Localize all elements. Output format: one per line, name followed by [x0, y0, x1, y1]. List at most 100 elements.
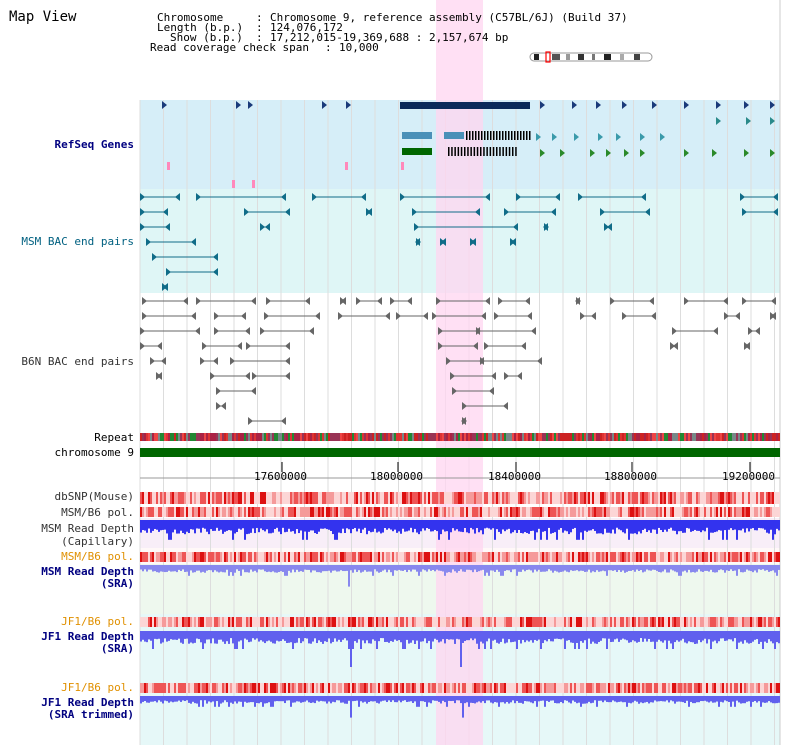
exon [478, 131, 480, 140]
depth-bar [746, 696, 748, 702]
depth-bar [256, 696, 258, 704]
pol-cell [714, 507, 716, 517]
track-label-refseq[interactable]: RefSeq Genes [54, 138, 134, 151]
depth-bar [398, 520, 400, 532]
repeat-seg [364, 433, 366, 441]
depth-bar [364, 520, 366, 528]
track-label-msm-read-depth-sra[interactable]: MSM Read Depth [41, 565, 134, 578]
pol-cell [672, 507, 674, 517]
depth-bar [250, 696, 252, 703]
b6n-bac-features[interactable] [140, 297, 776, 425]
track-label-repeat[interactable]: Repeat [94, 431, 134, 444]
pol-cell [720, 617, 722, 627]
track-label-jf1-read-depth[interactable]: JF1 Read Depth [41, 630, 134, 643]
chromosome-ideogram[interactable] [529, 51, 653, 63]
pol-cell [448, 552, 450, 562]
depth-bar [518, 631, 520, 640]
track-label-jf1-read-depth-trimmed-sub: (SRA trimmed) [47, 708, 134, 721]
pol-cell [528, 492, 530, 504]
repeat-track[interactable] [140, 433, 780, 441]
depth-bar [412, 520, 414, 533]
depth-bar [394, 520, 396, 530]
chromosome-bar[interactable] [140, 448, 780, 457]
refseq-gene-features[interactable] [162, 101, 775, 188]
track-label-msm-b6-pol-sra[interactable]: MSM/B6 pol. [61, 550, 134, 563]
pol-cell [366, 617, 368, 627]
pol-cell [474, 507, 476, 517]
depth-bar [474, 520, 476, 534]
pol-cell [308, 507, 310, 517]
depth-bar [178, 696, 180, 701]
pol-cell [172, 507, 174, 517]
gene-arrow [652, 101, 657, 109]
depth-bar [562, 631, 564, 639]
pol-cell [596, 507, 598, 517]
pol-cell [636, 507, 638, 517]
depth-bar [326, 520, 328, 530]
pol-cell [684, 552, 686, 562]
pol-cell [674, 507, 676, 517]
pol-cell [224, 552, 226, 562]
depth-bar [514, 520, 516, 531]
track-label-msm-b6-pol[interactable]: MSM/B6 pol. [61, 506, 134, 519]
depth-bar [406, 520, 408, 532]
depth-bar [572, 520, 574, 529]
polymorphism-heat-tracks[interactable] [140, 492, 780, 693]
pol-cell [716, 552, 718, 562]
msm-bac-features[interactable] [140, 193, 778, 291]
repeat-seg [530, 433, 532, 441]
pol-cell [480, 492, 482, 504]
depth-bar [592, 520, 594, 530]
pol-cell [504, 617, 506, 627]
repeat-seg [524, 433, 526, 441]
repeat-seg [160, 433, 162, 441]
track-label-jf1-read-depth-trimmed[interactable]: JF1 Read Depth [41, 696, 134, 709]
track-label-chromosome[interactable]: chromosome 9 [54, 446, 134, 459]
track-label-jf1-b6-pol-2[interactable]: JF1/B6 pol. [61, 681, 134, 694]
repeat-seg [746, 433, 748, 441]
depth-bar [178, 520, 180, 534]
repeat-seg [730, 433, 732, 441]
pol-cell [482, 552, 484, 562]
depth-bar [234, 520, 236, 534]
track-label-b6n-bac[interactable]: B6N BAC end pairs [21, 355, 134, 368]
depth-bar [304, 631, 306, 639]
pol-cell [664, 683, 666, 693]
pol-cell [250, 617, 252, 627]
depth-bar [206, 696, 208, 704]
pol-cell [476, 492, 478, 504]
depth-bar [756, 520, 758, 531]
pol-cell [456, 683, 458, 693]
pol-cell [678, 617, 680, 627]
repeat-seg [360, 433, 362, 441]
exon [529, 131, 531, 140]
track-label-msm-bac[interactable]: MSM BAC end pairs [21, 235, 134, 248]
depth-bar [764, 520, 766, 530]
read-depth-tracks[interactable] [140, 520, 780, 718]
pol-cell [486, 683, 488, 693]
depth-bar [702, 696, 704, 702]
pol-cell [562, 617, 564, 627]
pol-cell [286, 683, 288, 693]
repeat-seg [422, 433, 424, 441]
pol-cell [282, 492, 284, 504]
pol-cell [412, 617, 414, 627]
depth-bar [564, 631, 566, 649]
pol-cell [590, 683, 592, 693]
repeat-seg [432, 433, 434, 441]
pol-cell [770, 552, 772, 562]
depth-bar [722, 565, 724, 571]
track-label-dbsnp[interactable]: dbSNP(Mouse) [54, 490, 134, 503]
track-label-jf1-b6-pol[interactable]: JF1/B6 pol. [61, 615, 134, 628]
track-label-msm-read-depth-capillary[interactable]: MSM Read Depth [41, 522, 134, 535]
b6n-bac-end [580, 312, 585, 320]
pol-cell [414, 617, 416, 627]
exon [476, 147, 479, 156]
pol-cell [358, 492, 360, 504]
ideogram-band [534, 54, 539, 60]
pol-cell [318, 552, 320, 562]
pol-cell [336, 617, 338, 627]
pol-cell [568, 507, 570, 517]
pol-cell [580, 507, 582, 517]
